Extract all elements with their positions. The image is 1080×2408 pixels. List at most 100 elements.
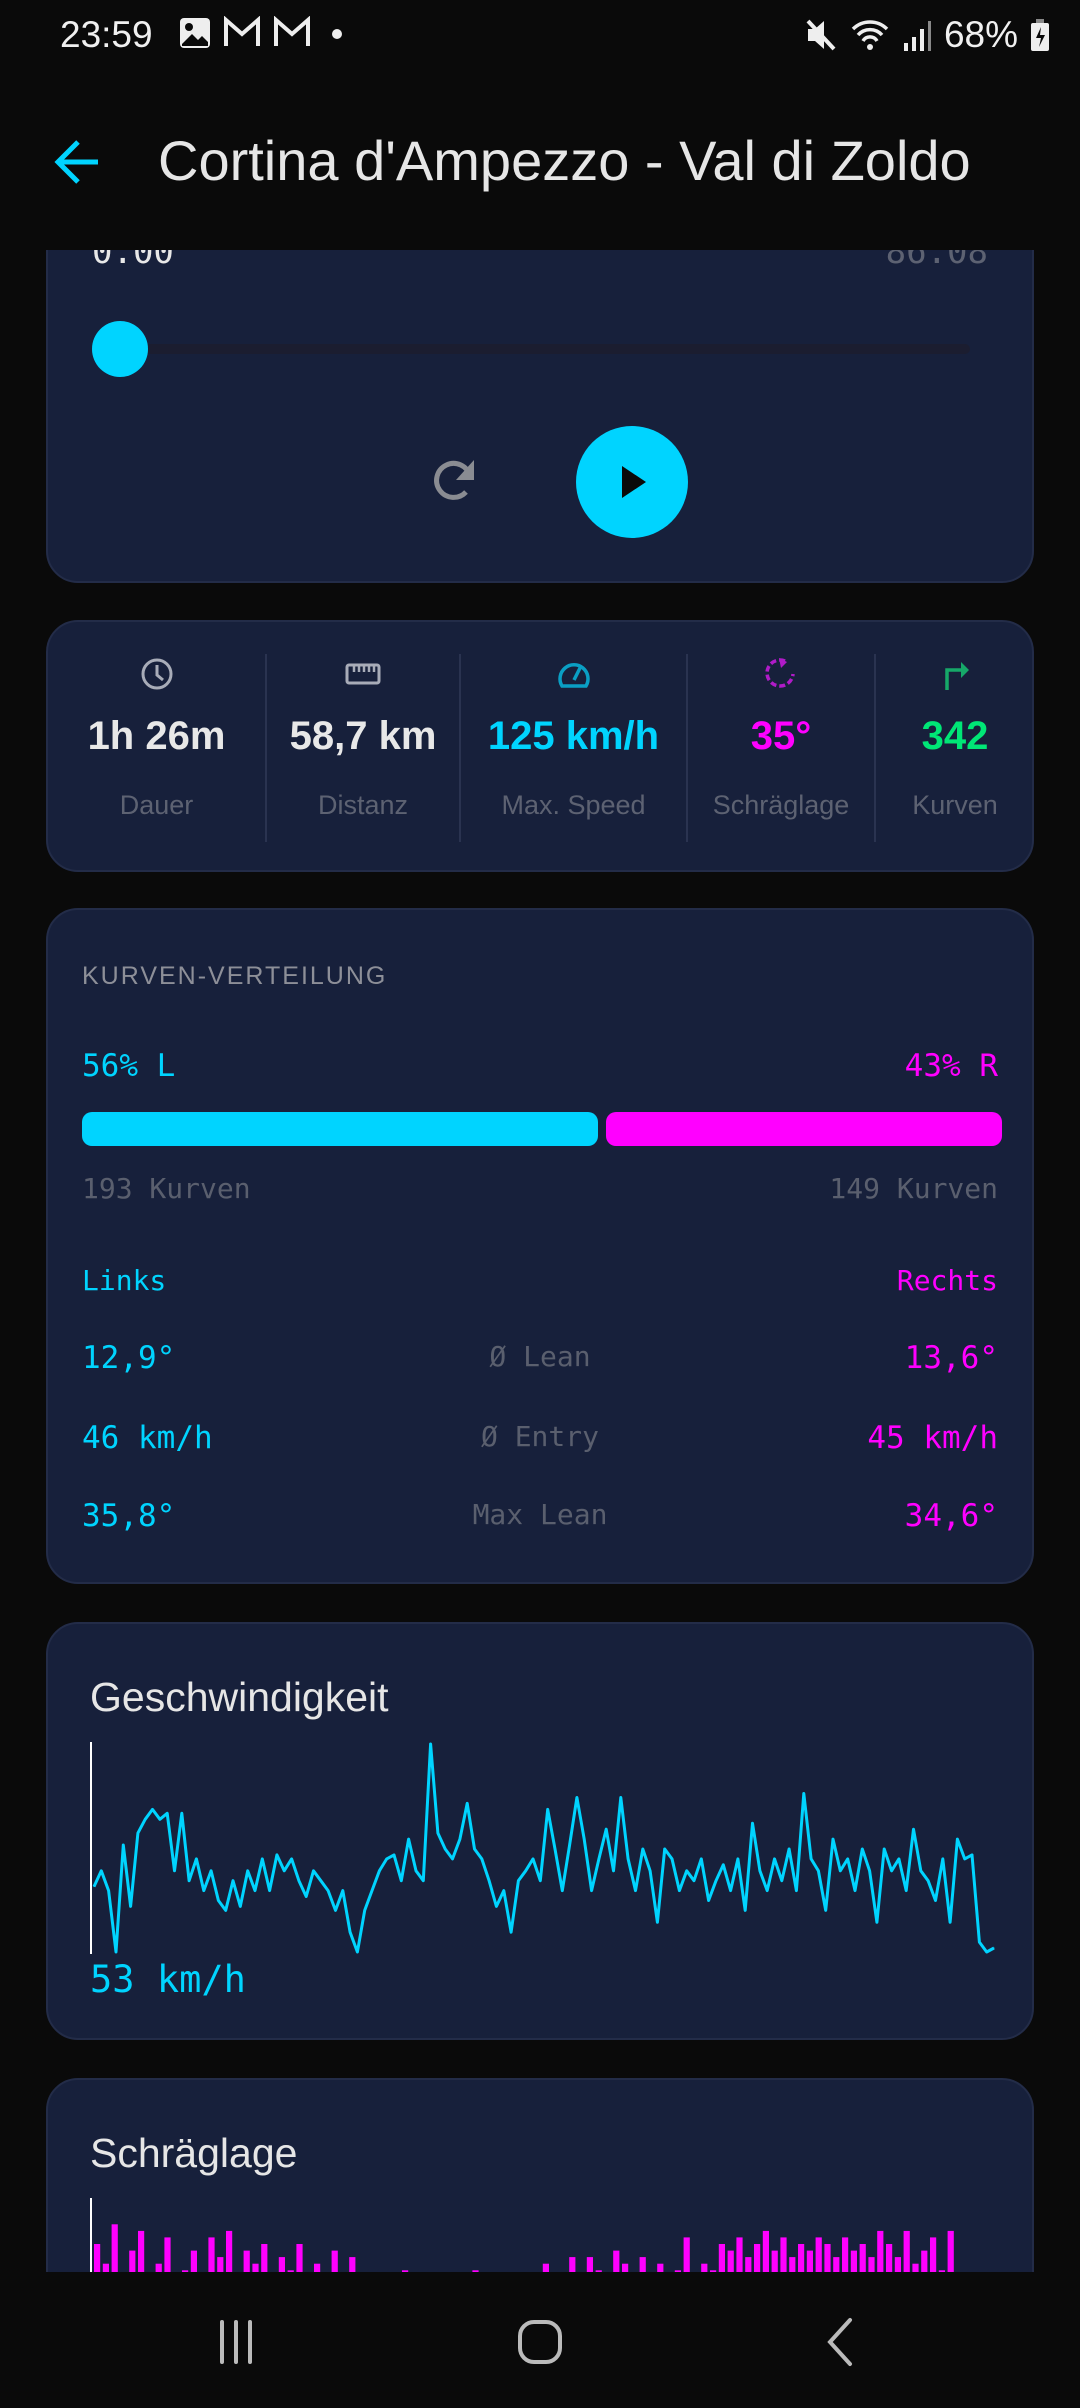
- speed-point: [378, 1870, 380, 1872]
- speed-point: [437, 1832, 439, 1834]
- replay-icon[interactable]: [426, 452, 482, 508]
- lean-bar: [850, 2250, 857, 2272]
- stat-value: 342: [921, 714, 989, 758]
- speed-point: [788, 1848, 790, 1850]
- divider: [874, 654, 876, 842]
- play-icon: [622, 466, 646, 498]
- speed-point: [722, 1864, 724, 1866]
- left-share-bar: [82, 1112, 598, 1146]
- stat-label: Schräglage: [712, 790, 850, 820]
- speed-point: [217, 1900, 219, 1901]
- speed-point: [188, 1880, 190, 1882]
- speed-point: [935, 1900, 936, 1901]
- playback-slider[interactable]: [120, 344, 970, 354]
- lean-bar: [164, 2237, 171, 2272]
- left-count: 193 Kurven: [82, 1172, 251, 1205]
- lean-bar: [111, 2224, 118, 2272]
- clock-icon: [141, 658, 172, 690]
- speed-point: [283, 1870, 285, 1872]
- lean-bar: [349, 2257, 356, 2272]
- lean-bar: [859, 2244, 866, 2272]
- chart-title: Geschwindigkeit: [90, 1674, 389, 1720]
- speed-point: [488, 1880, 490, 1882]
- arrow-left-icon[interactable]: [52, 136, 104, 188]
- speed-series-line: [92, 1742, 995, 1954]
- speed-point: [744, 1909, 746, 1911]
- right-count: 149 Kurven: [829, 1172, 998, 1205]
- lean-bar: [683, 2237, 690, 2272]
- play-button[interactable]: [576, 426, 688, 538]
- lean-bar: [208, 2237, 215, 2272]
- home-icon[interactable]: [510, 2312, 570, 2372]
- stat-value: 35°: [750, 714, 812, 758]
- lean-bar: [639, 2257, 646, 2272]
- lean-bar: [595, 2270, 602, 2272]
- speed-point: [598, 1858, 600, 1860]
- speed-point: [159, 1818, 161, 1820]
- stat-label: Dauer: [119, 790, 194, 820]
- lean-bar: [569, 2257, 576, 2272]
- speed-point: [620, 1797, 622, 1798]
- speed-chart[interactable]: [90, 1742, 1000, 1954]
- status-time: 23:59: [60, 14, 153, 55]
- speed-point: [422, 1880, 424, 1882]
- speed-point: [525, 1870, 527, 1872]
- speed-point: [664, 1848, 666, 1850]
- lean-chart[interactable]: [90, 2198, 1000, 2272]
- lean-bar: [771, 2250, 778, 2272]
- speed-point: [920, 1870, 922, 1872]
- speed-point: [839, 1870, 841, 1872]
- speed-point: [400, 1880, 402, 1882]
- app-header: Cortina d'Ampezzo - Val di Zoldo: [0, 110, 1080, 210]
- speed-point: [327, 1890, 329, 1892]
- lean-bar: [903, 2230, 910, 2272]
- speed-point: [452, 1858, 453, 1860]
- divider: [686, 654, 688, 842]
- speed-point: [291, 1858, 293, 1860]
- speed-point: [730, 1890, 732, 1892]
- lean-bar: [754, 2244, 761, 2272]
- speed-point: [905, 1890, 907, 1892]
- lean-bar: [252, 2263, 259, 2272]
- speed-point: [547, 1808, 549, 1810]
- lean-bar: [886, 2244, 893, 2272]
- speed-point: [269, 1890, 271, 1892]
- lean-bar: [657, 2263, 664, 2272]
- slider-thumb[interactable]: [92, 321, 148, 377]
- speed-point: [393, 1854, 395, 1856]
- stat-label: Distanz: [317, 790, 409, 820]
- stat-label: Kurven: [912, 790, 998, 820]
- lean-bar: [586, 2257, 593, 2272]
- section-header: KURVEN-VERTEILUNG: [82, 962, 388, 990]
- speed-point: [137, 1832, 139, 1834]
- back-icon[interactable]: [812, 2312, 872, 2372]
- lean-bar: [261, 2244, 268, 2272]
- stat-value: 1h 26m: [87, 714, 226, 758]
- speed-point: [913, 1828, 914, 1830]
- stat-distance: 58,7 km Distanz: [267, 622, 459, 874]
- lean-bar: [894, 2257, 901, 2272]
- lean-bar: [780, 2237, 787, 2272]
- speed-point: [532, 1858, 534, 1860]
- lean-bar: [868, 2257, 875, 2272]
- right-percent: 43% R: [904, 1048, 998, 1084]
- lean-bar: [190, 2250, 197, 2272]
- speed-point: [210, 1870, 212, 1872]
- status-bar: 23:59 68%: [0, 0, 1080, 70]
- scroll-content[interactable]: 0.00 86.08 1h 26m Dauer 58,7 km Distanz …: [0, 250, 1080, 2272]
- speed-point: [613, 1870, 614, 1872]
- speed-point: [408, 1838, 410, 1840]
- lean-bar: [155, 2263, 162, 2272]
- speed-point: [225, 1909, 227, 1911]
- speed-point: [876, 1921, 878, 1923]
- lean-bar: [287, 2270, 294, 2272]
- speed-point: [539, 1880, 541, 1882]
- speed-point: [561, 1890, 563, 1892]
- speed-point: [627, 1858, 629, 1860]
- stats-card: 1h 26m Dauer 58,7 km Distanz 125 km/h Ma…: [46, 620, 1034, 872]
- recent-apps-icon[interactable]: [206, 2312, 266, 2372]
- speed-point: [313, 1870, 314, 1872]
- gallery-icon: [180, 18, 210, 48]
- lean-bar: [947, 2230, 954, 2272]
- left-value: 35,8°: [82, 1498, 176, 1534]
